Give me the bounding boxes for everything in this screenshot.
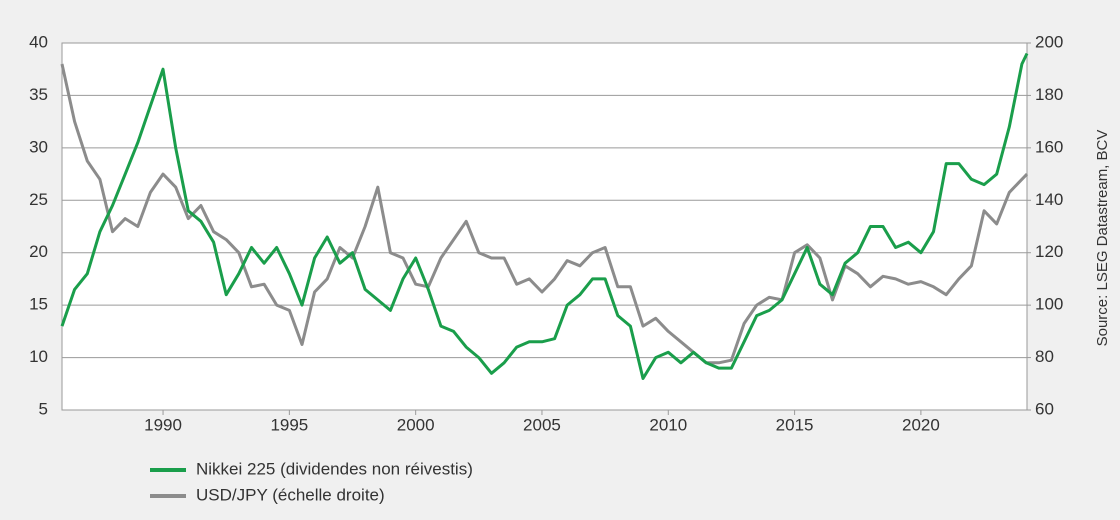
- x-tick-label: 2000: [397, 415, 435, 434]
- series-line: [60, 63, 1029, 365]
- y2-tick-label: 160: [1035, 137, 1063, 156]
- y2-tick-label: 100: [1035, 295, 1063, 314]
- x-tick-label: 1995: [270, 415, 308, 434]
- y2-tick-label: 60: [1035, 399, 1054, 418]
- y-tick-label: 35: [29, 85, 48, 104]
- y-tick-label: 25: [29, 190, 48, 209]
- y2-tick-label: 200: [1035, 32, 1063, 51]
- y2-tick-label: 120: [1035, 242, 1063, 261]
- legend-label: Nikkei 225 (dividendes non réivestis): [196, 459, 473, 478]
- x-tick-label: 1990: [144, 415, 182, 434]
- legend-label: USD/JPY (échelle droite): [196, 485, 385, 504]
- y-tick-label: 20: [29, 242, 48, 261]
- series-line: [60, 52, 1029, 380]
- y-tick-label: 30: [29, 137, 48, 156]
- y-tick-label: 15: [29, 295, 48, 314]
- y2-tick-label: 140: [1035, 190, 1063, 209]
- x-tick-label: 2005: [523, 415, 561, 434]
- y-tick-label: 10: [29, 347, 48, 366]
- y-tick-label: 5: [39, 399, 48, 418]
- y2-tick-label: 80: [1035, 347, 1054, 366]
- x-tick-label: 2020: [902, 415, 940, 434]
- plot-area: [61, 42, 1028, 411]
- y2-tick-label: 180: [1035, 85, 1063, 104]
- y-tick-label: 40: [29, 32, 48, 51]
- source: Source: LSEG Datastream, BCV: [1094, 130, 1111, 347]
- x-tick-label: 2015: [776, 415, 814, 434]
- x-tick-label: 2010: [649, 415, 687, 434]
